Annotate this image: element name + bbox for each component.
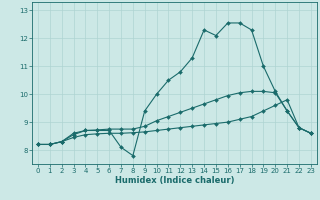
X-axis label: Humidex (Indice chaleur): Humidex (Indice chaleur) [115, 176, 234, 185]
